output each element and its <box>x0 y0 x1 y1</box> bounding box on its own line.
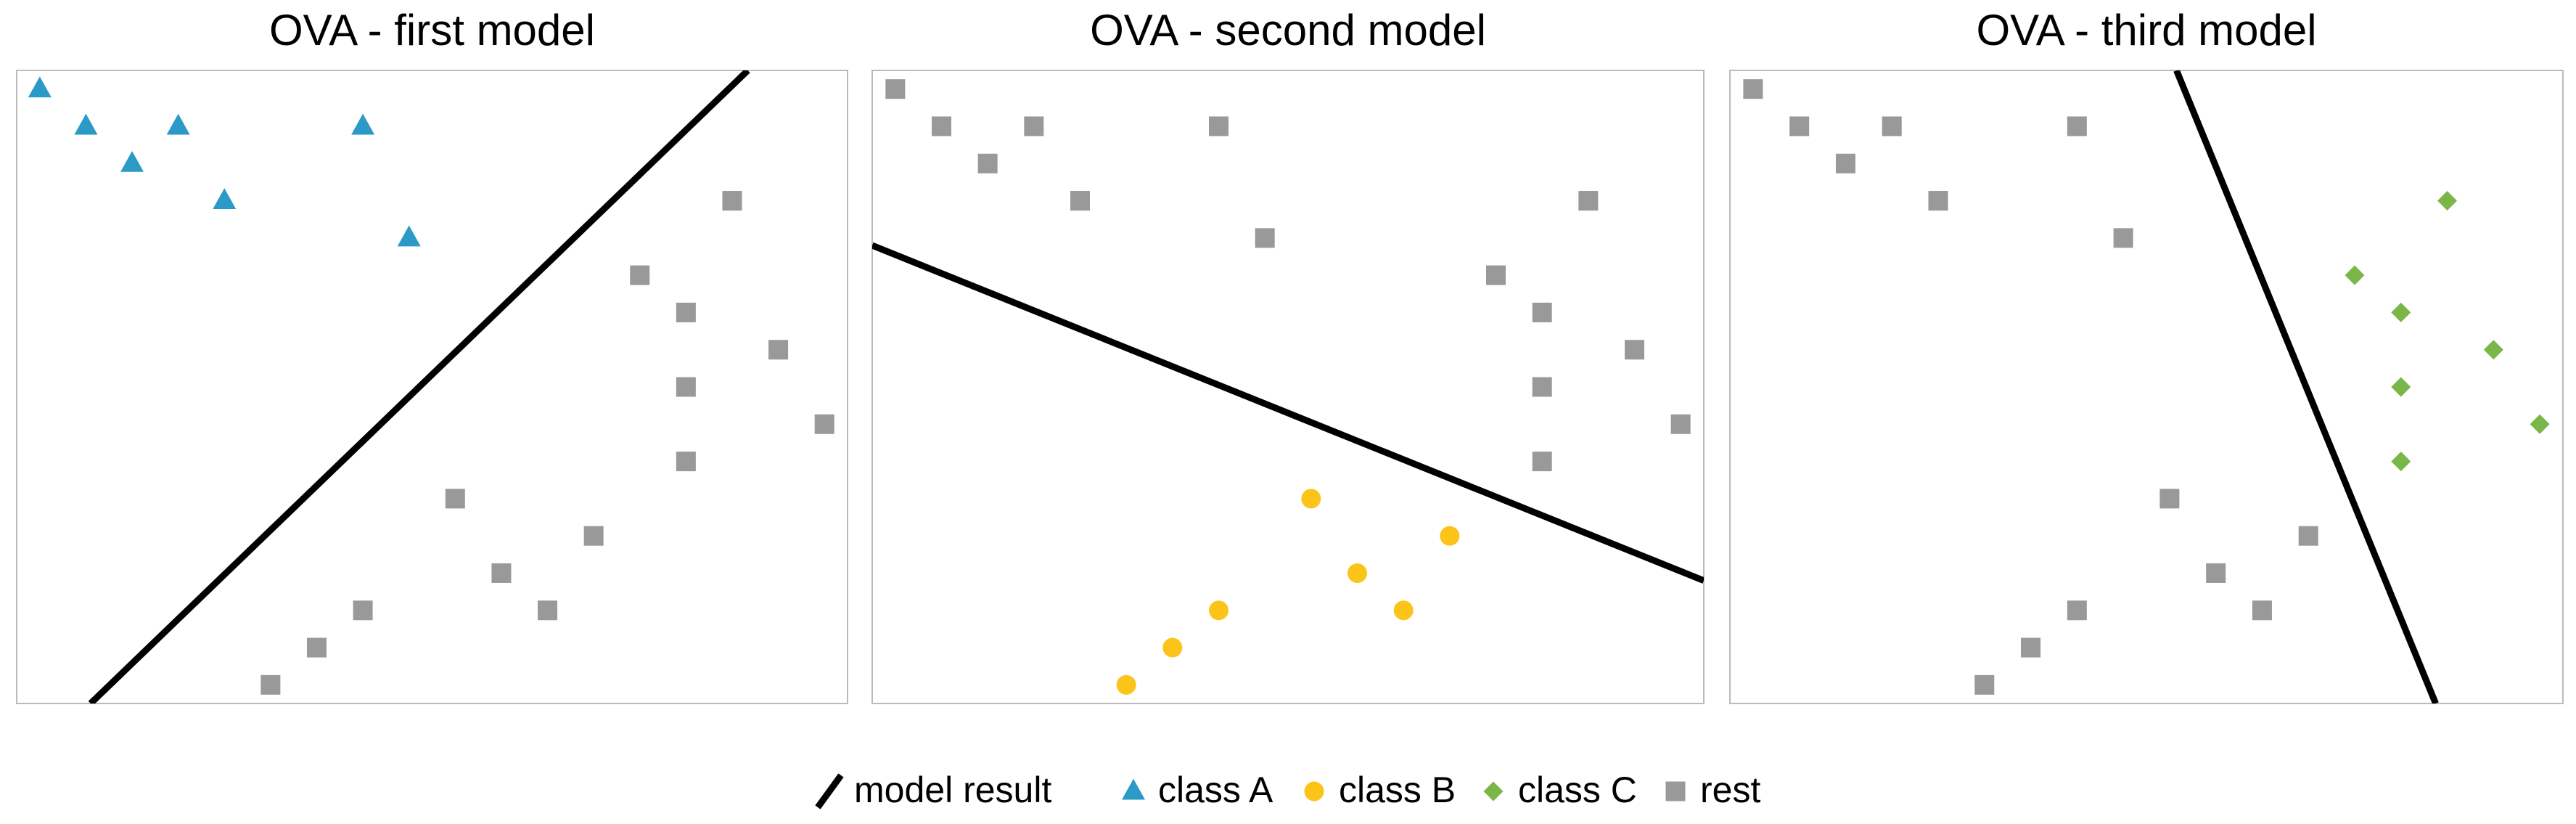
square-point <box>1255 228 1275 248</box>
square-point <box>977 153 998 174</box>
diamond-point <box>1483 781 1504 801</box>
square-point <box>2067 116 2087 136</box>
model-line <box>2173 70 2439 703</box>
diamond-point <box>2483 340 2503 360</box>
square-point <box>1665 781 1686 801</box>
square-point <box>538 600 558 621</box>
square-point <box>2206 563 2226 583</box>
square-point <box>2159 489 2180 509</box>
panel-frame <box>16 70 848 704</box>
square-point <box>491 563 512 583</box>
legend-label: rest <box>1700 770 1760 810</box>
panel-frame <box>1729 70 2564 704</box>
panel-title: OVA - third model <box>1976 6 2316 54</box>
square-point <box>1789 116 1810 136</box>
square-point <box>1024 116 1044 136</box>
square-point <box>445 489 465 509</box>
square-point <box>1670 414 1691 434</box>
square-point <box>1070 191 1090 211</box>
panel-title: OVA - second model <box>1090 6 1486 54</box>
square-point <box>2067 600 2087 621</box>
legend-label: class C <box>1518 770 1637 810</box>
square-point <box>885 79 906 99</box>
square-point <box>1974 674 1995 695</box>
square-point <box>353 600 373 621</box>
triangle-point <box>351 113 375 135</box>
triangle-point <box>120 150 144 172</box>
circle-point <box>1393 600 1414 621</box>
square-point <box>1532 452 1552 472</box>
square-point <box>2298 526 2318 546</box>
square-point <box>1532 302 1552 322</box>
circle-point <box>1304 781 1324 801</box>
square-point <box>676 377 696 397</box>
square-point <box>1743 79 1763 99</box>
square-point <box>1928 191 1948 211</box>
square-point <box>306 637 327 658</box>
diamond-point <box>2391 377 2411 397</box>
legend-line <box>815 773 844 809</box>
square-point <box>630 265 650 285</box>
square-point <box>261 674 281 695</box>
circle-point <box>1301 489 1321 509</box>
triangle-point <box>213 188 237 210</box>
square-point <box>768 340 789 360</box>
square-point <box>932 116 951 136</box>
square-point <box>1532 377 1552 397</box>
square-point <box>1209 116 1228 136</box>
circle-point <box>1162 637 1183 658</box>
square-point <box>1882 116 1902 136</box>
square-point <box>676 302 696 322</box>
square-point <box>1625 340 1644 360</box>
triangle-point <box>1122 778 1145 800</box>
panel-frame <box>871 70 1705 704</box>
square-point <box>1486 265 1506 285</box>
legend-label: class A <box>1158 770 1273 810</box>
circle-point <box>1440 526 1460 546</box>
square-point <box>1578 191 1599 211</box>
square-point <box>1835 153 1855 174</box>
diamond-point <box>2391 452 2411 472</box>
diamond-point <box>2530 414 2550 434</box>
square-point <box>2113 228 2133 248</box>
diamond-point <box>2437 191 2458 211</box>
square-point <box>722 191 742 211</box>
triangle-point <box>28 76 52 98</box>
triangle-point <box>166 113 190 135</box>
circle-point <box>1348 563 1367 583</box>
model-line <box>88 70 750 703</box>
square-point <box>583 526 604 546</box>
triangle-point <box>397 225 421 247</box>
square-point <box>2252 600 2272 621</box>
legend-label: model result <box>854 770 1051 810</box>
circle-point <box>1209 600 1228 621</box>
legend-label: class B <box>1339 770 1456 810</box>
square-point <box>676 452 696 472</box>
diamond-point <box>2391 302 2411 322</box>
square-point <box>814 414 834 434</box>
panel-title: OVA - first model <box>269 6 595 54</box>
triangle-point <box>74 113 98 135</box>
model-line <box>872 242 1704 584</box>
square-point <box>2021 637 2041 658</box>
diamond-point <box>2345 265 2365 285</box>
circle-point <box>1116 674 1136 695</box>
